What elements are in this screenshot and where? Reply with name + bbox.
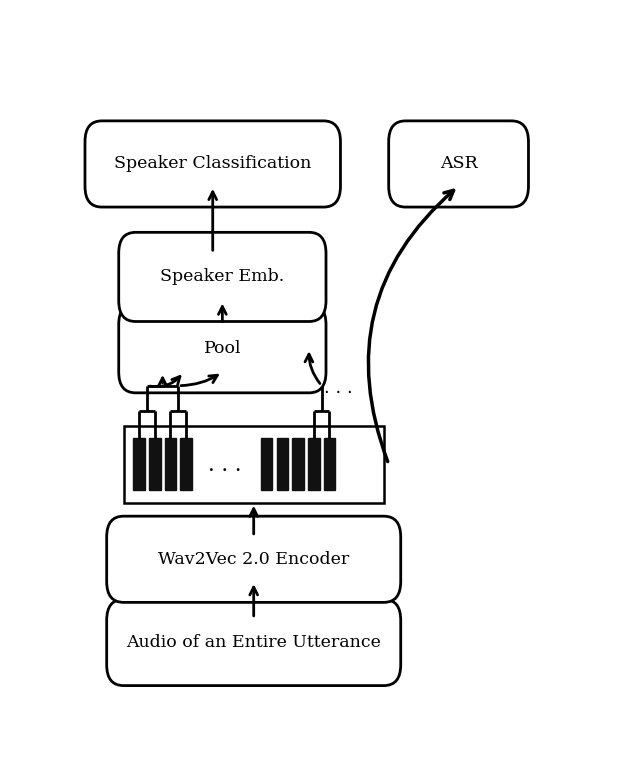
Bar — [323, 438, 335, 490]
Bar — [261, 438, 272, 490]
Bar — [149, 438, 160, 490]
Text: Audio of an Entire Utterance: Audio of an Entire Utterance — [126, 634, 381, 651]
Bar — [133, 438, 145, 490]
FancyBboxPatch shape — [107, 516, 401, 602]
Text: · · ·: · · · — [323, 384, 353, 402]
Text: Pool: Pool — [203, 340, 241, 357]
FancyBboxPatch shape — [119, 303, 326, 393]
FancyBboxPatch shape — [119, 232, 326, 321]
Bar — [164, 438, 176, 490]
Text: ASR: ASR — [440, 155, 478, 172]
FancyBboxPatch shape — [85, 121, 340, 207]
FancyBboxPatch shape — [107, 599, 401, 686]
Text: Speaker Emb.: Speaker Emb. — [160, 269, 284, 286]
Text: Speaker Classification: Speaker Classification — [114, 155, 312, 172]
Bar — [180, 438, 192, 490]
Bar — [277, 438, 289, 490]
Bar — [124, 425, 384, 503]
Bar — [292, 438, 304, 490]
Text: Wav2Vec 2.0 Encoder: Wav2Vec 2.0 Encoder — [158, 550, 350, 567]
Bar — [308, 438, 320, 490]
Text: . . .: . . . — [208, 455, 241, 475]
FancyBboxPatch shape — [389, 121, 529, 207]
